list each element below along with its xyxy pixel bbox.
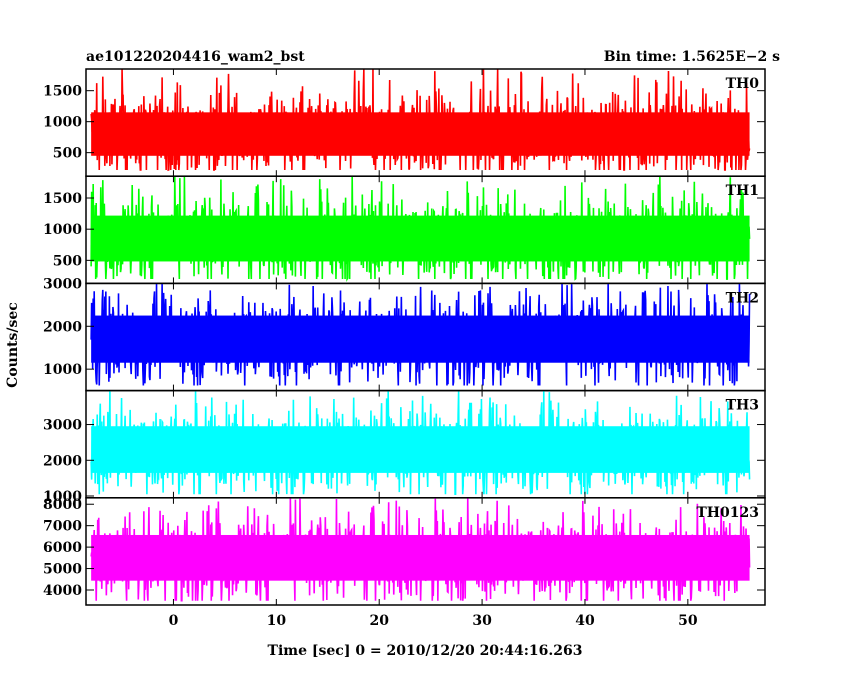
y-tick-label: 1000 bbox=[43, 489, 82, 505]
y-tick-label: 8000 bbox=[43, 497, 82, 513]
series-th0-core bbox=[91, 112, 750, 156]
y-tick-label: 1000 bbox=[43, 115, 82, 131]
y-tick-label: 6000 bbox=[43, 540, 82, 556]
y-tick-label: 2000 bbox=[43, 453, 82, 469]
y-tick-label: 3000 bbox=[43, 276, 82, 292]
y-tick-label: 4000 bbox=[43, 583, 82, 599]
panel-label-th3: TH3 bbox=[726, 398, 759, 414]
x-tick-label: 10 bbox=[267, 613, 287, 629]
y-tick-label: 500 bbox=[53, 253, 82, 269]
y-tick-label: 7000 bbox=[43, 519, 82, 535]
x-tick-label: 30 bbox=[472, 613, 492, 629]
series-th3-core bbox=[91, 426, 750, 473]
bin-time-label: Bin time: 1.5625E−2 s bbox=[604, 49, 780, 65]
y-tick-label: 1500 bbox=[43, 191, 82, 207]
y-tick-label: 1000 bbox=[43, 362, 82, 378]
panel-th0: 500 1000 1500 TH0 bbox=[43, 68, 766, 177]
panel-th1: 500 1000 1500 TH1 bbox=[43, 175, 766, 285]
panel-label-th1: TH1 bbox=[726, 183, 759, 199]
panel-th2: 1000 2000 3000 TH2 bbox=[43, 276, 766, 392]
y-tick-label: 500 bbox=[53, 146, 82, 162]
panel-label-th0123: TH0123 bbox=[696, 505, 759, 521]
x-axis: 0 10 20 30 40 50 bbox=[169, 613, 698, 629]
chart-title: ae101220204416_wam2_bst bbox=[86, 49, 305, 65]
panel-th3: 1000 2000 3000 TH3 bbox=[43, 389, 766, 505]
y-tick-label: 5000 bbox=[43, 562, 82, 578]
panel-frame bbox=[85, 497, 766, 606]
x-tick-label: 50 bbox=[678, 613, 698, 629]
series-th0123-core bbox=[91, 534, 750, 581]
series-th1-core bbox=[91, 215, 750, 262]
panel-th0123: 4000 5000 6000 7000 8000 TH0123 bbox=[43, 497, 766, 606]
x-tick-label: 20 bbox=[369, 613, 389, 629]
x-tick-label: 40 bbox=[575, 613, 595, 629]
panels: 500 1000 1500 TH0 500 1000 1500 TH1 1000 2000 3000… bbox=[43, 68, 766, 606]
panel-label-th2: TH2 bbox=[726, 290, 759, 306]
x-tick-label: 0 bbox=[169, 613, 179, 629]
y-tick-label: 1000 bbox=[43, 222, 82, 238]
panel-label-th0: TH0 bbox=[726, 76, 760, 92]
y-tick-label: 3000 bbox=[43, 418, 82, 434]
y-axis-label: Counts/sec bbox=[5, 302, 21, 388]
y-tick-label: 1500 bbox=[43, 84, 82, 100]
x-axis-label: Time [sec] 0 = 2010/12/20 20:44:16.263 bbox=[268, 643, 583, 659]
series-th2-core bbox=[91, 315, 750, 363]
y-tick-label: 2000 bbox=[43, 319, 82, 335]
